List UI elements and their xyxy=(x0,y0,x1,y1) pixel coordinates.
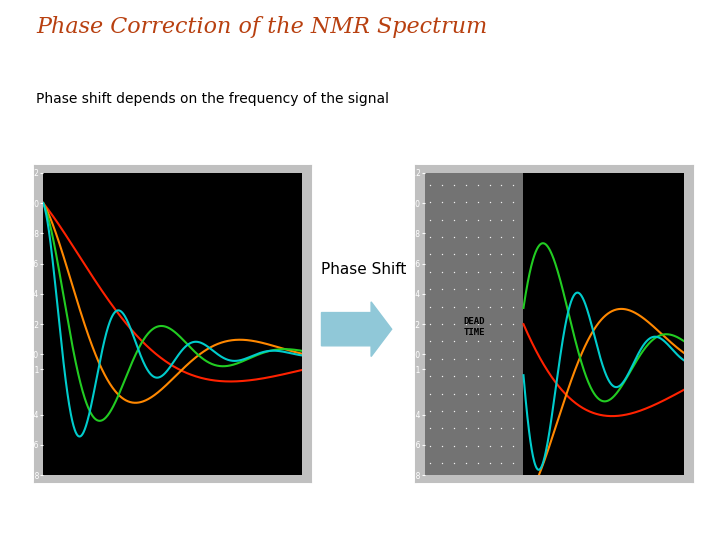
Text: DEAD
TIME: DEAD TIME xyxy=(463,318,485,337)
Text: Phase Correction of the NMR Spectrum: Phase Correction of the NMR Spectrum xyxy=(36,16,487,38)
FancyArrow shape xyxy=(322,302,392,356)
Bar xyxy=(425,173,523,475)
Text: Phase shift depends on the frequency of the signal: Phase shift depends on the frequency of … xyxy=(36,92,389,106)
Text: Phase Shift: Phase Shift xyxy=(321,262,406,277)
